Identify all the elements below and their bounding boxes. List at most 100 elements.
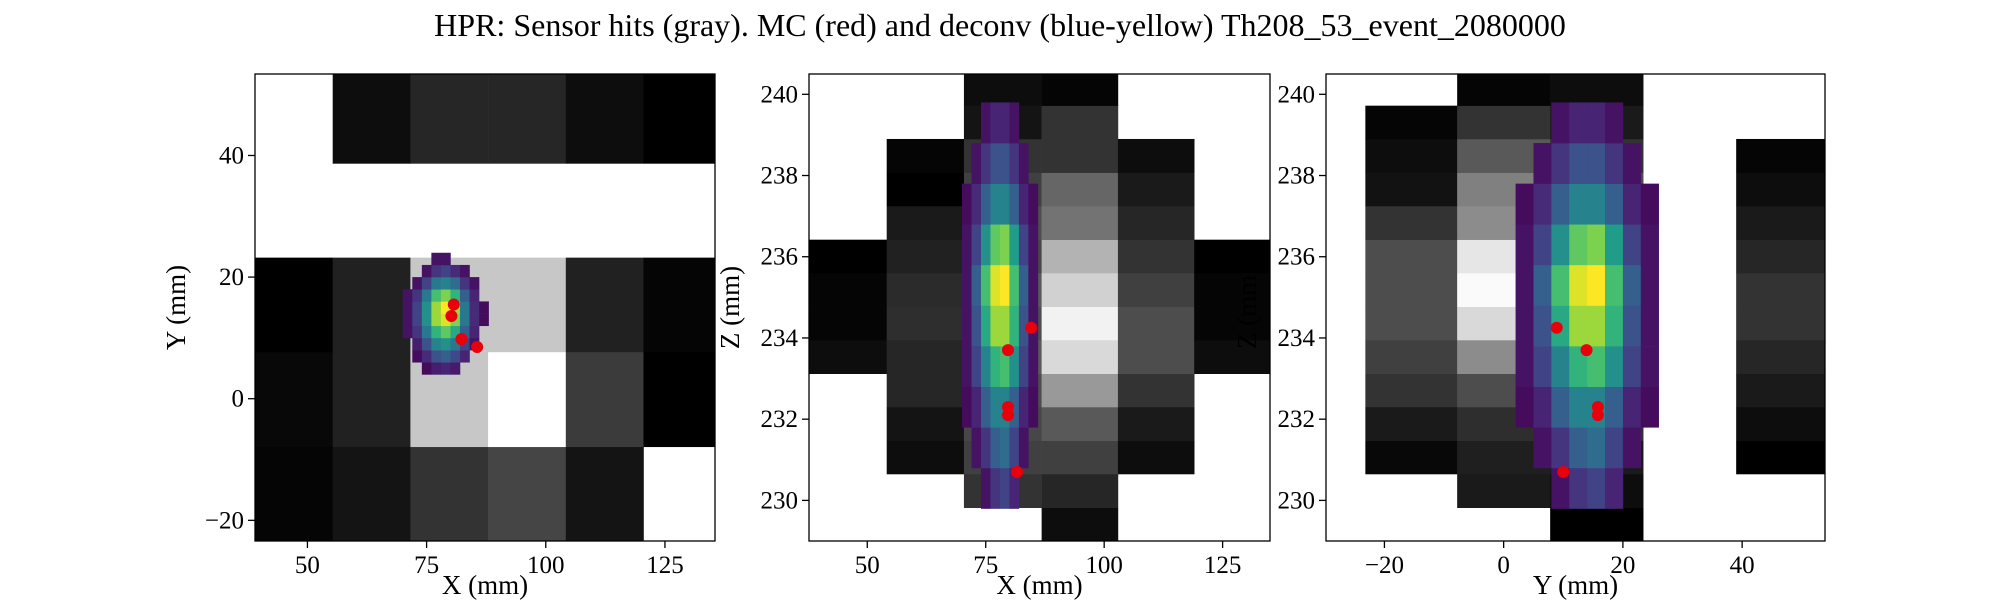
- cell: [1640, 264, 1659, 306]
- cell: [1605, 264, 1624, 306]
- cell: [440, 289, 451, 302]
- cell: [1117, 406, 1195, 441]
- cell: [980, 346, 991, 387]
- cell: [1018, 143, 1029, 184]
- cell: [1533, 386, 1552, 428]
- y-tick-label: 238: [1278, 163, 1316, 190]
- cell: [1569, 427, 1588, 469]
- cell: [1569, 143, 1588, 184]
- cell: [1736, 272, 1825, 307]
- cell: [1640, 183, 1659, 225]
- x-tick-label: 100: [1085, 552, 1123, 579]
- cell: [459, 313, 470, 327]
- cell: [469, 289, 480, 302]
- cell: [971, 264, 982, 306]
- cell: [999, 183, 1010, 225]
- cell: [980, 102, 991, 144]
- cell: [1028, 346, 1039, 387]
- cell: [1041, 138, 1119, 173]
- cell: [421, 277, 432, 290]
- cell: [402, 301, 413, 314]
- cell: [450, 362, 461, 375]
- cell: [459, 325, 470, 339]
- cell: [440, 337, 451, 351]
- cell: [1605, 102, 1624, 144]
- cell: [1365, 373, 1458, 408]
- cell: [1365, 406, 1458, 441]
- cell: [412, 350, 423, 363]
- cell: [1009, 102, 1020, 144]
- cell: [402, 289, 413, 302]
- axes-frame: [254, 73, 716, 542]
- cell: [1041, 306, 1119, 341]
- cell: [886, 306, 965, 341]
- cell: [459, 264, 470, 278]
- cell: [1018, 386, 1029, 428]
- cell: [412, 289, 423, 302]
- cell: [1622, 183, 1642, 225]
- mc-point: [1010, 465, 1023, 478]
- y-tick-label: 0: [232, 386, 245, 413]
- cell: [971, 143, 982, 184]
- cell: [1117, 440, 1195, 475]
- cell: [1587, 346, 1606, 387]
- y-tick-label: 232: [1278, 406, 1316, 433]
- cell: [1587, 264, 1606, 306]
- cell: [440, 264, 451, 278]
- cell: [565, 351, 644, 448]
- cell: [431, 252, 442, 266]
- cell: [1457, 105, 1551, 140]
- cell: [1736, 373, 1825, 408]
- x-tick-label: −20: [1365, 552, 1404, 579]
- cell: [332, 446, 411, 541]
- cell: [1117, 339, 1195, 374]
- x-tick-label: 40: [1730, 552, 1755, 579]
- cell: [1569, 386, 1588, 428]
- cell: [412, 277, 423, 290]
- cell: [412, 325, 423, 339]
- mc-point: [447, 298, 460, 311]
- cell: [1041, 373, 1119, 408]
- cell: [1457, 473, 1551, 509]
- cell: [1605, 386, 1624, 428]
- cell: [1009, 224, 1020, 266]
- cell: [1028, 386, 1039, 428]
- cell: [1551, 102, 1570, 144]
- cell: [999, 224, 1010, 266]
- y-tick-label: 20: [219, 264, 244, 291]
- cell: [1041, 440, 1119, 475]
- panel: 50 75 100 125 230 232 234 236 238 240 X (mm) Z (mm): [715, 73, 1271, 600]
- cell: [962, 305, 972, 347]
- cell: [1605, 224, 1624, 266]
- cell: [1009, 386, 1020, 428]
- cell: [431, 264, 442, 278]
- cell: [1018, 224, 1029, 266]
- cell: [990, 102, 1001, 144]
- x-tick-label: 75: [414, 552, 439, 579]
- cell: [809, 239, 888, 274]
- cell: [1009, 346, 1020, 387]
- cell: [990, 346, 1001, 387]
- x-axis-label: X (mm): [442, 570, 528, 600]
- cell: [488, 446, 567, 541]
- cell: [971, 183, 982, 225]
- cell: [410, 446, 489, 541]
- cell: [1736, 138, 1825, 173]
- cell: [1587, 102, 1606, 144]
- cell: [1533, 346, 1552, 387]
- cell: [980, 467, 991, 509]
- cell: [980, 143, 991, 184]
- cell: [402, 313, 413, 327]
- cell: [431, 313, 442, 327]
- cell: [1533, 305, 1552, 347]
- cell: [1605, 346, 1624, 387]
- cell: [980, 305, 991, 347]
- y-tick-label: 236: [1278, 244, 1316, 271]
- cell: [1009, 427, 1020, 469]
- cell: [1365, 172, 1458, 207]
- plot-area: [809, 74, 1270, 541]
- cell: [886, 205, 965, 240]
- cell: [962, 224, 972, 266]
- cell: [421, 289, 432, 302]
